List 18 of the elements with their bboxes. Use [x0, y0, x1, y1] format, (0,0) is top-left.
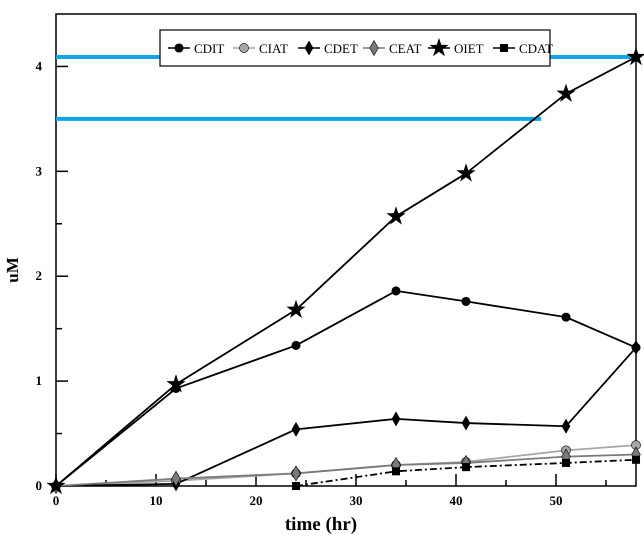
y-axis-title: uM: [3, 257, 22, 283]
x-tick-label: 50: [550, 493, 562, 508]
y-tick-label: 4: [36, 58, 42, 74]
y-tick-label: 0: [36, 478, 42, 493]
x-tick-label: 0: [52, 493, 60, 508]
legend-label: CIAT: [259, 41, 288, 56]
y-tick-label: 2: [36, 268, 42, 284]
y-tick-label: 1: [36, 373, 42, 388]
x-axis-title: time (hr): [284, 514, 358, 535]
x-tick-label: 20: [250, 493, 262, 508]
legend-label: OIET: [454, 41, 484, 56]
legend-label: CEAT: [389, 41, 422, 56]
legend-label: CDIT: [194, 41, 224, 56]
y-tick-label: 3: [36, 163, 42, 178]
legend-label: CDET: [324, 41, 358, 56]
x-tick-label: 10: [150, 493, 162, 508]
x-tick-label: 30: [350, 493, 362, 508]
x-tick-label: 40: [450, 493, 462, 508]
